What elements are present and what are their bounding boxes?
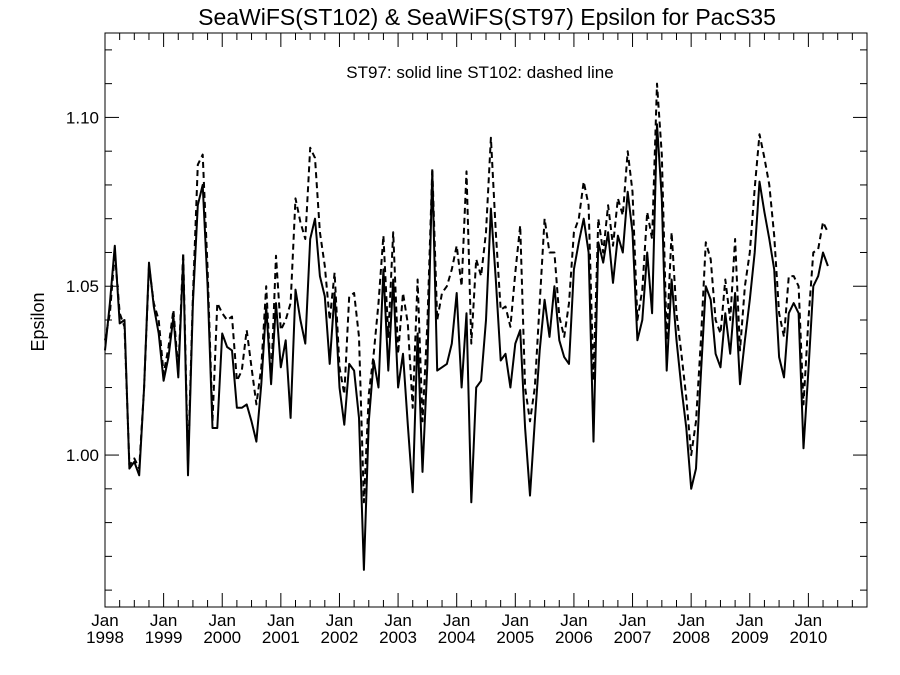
x-tick-year-label: 1999 <box>145 628 183 647</box>
x-tick-month-label: Jan <box>209 611 236 630</box>
x-tick-year-label: 2007 <box>614 628 652 647</box>
x-tick-year-label: 2010 <box>789 628 827 647</box>
x-tick-year-label: 2003 <box>379 628 417 647</box>
x-tick-month-label: Jan <box>267 611 294 630</box>
x-tick-month-label: Jan <box>384 611 411 630</box>
x-tick-month-label: Jan <box>677 611 704 630</box>
axes: 1.001.051.10Jan1998Jan1999Jan2000Jan2001… <box>66 33 868 647</box>
y-tick-label: 1.10 <box>66 108 99 127</box>
series-group <box>104 82 829 571</box>
x-tick-year-label: 2004 <box>438 628 476 647</box>
y-tick-label: 1.00 <box>66 446 99 465</box>
x-tick-month-label: Jan <box>326 611 353 630</box>
x-tick-month-label: Jan <box>619 611 646 630</box>
x-tick-year-label: 2000 <box>203 628 241 647</box>
x-tick-month-label: Jan <box>795 611 822 630</box>
x-tick-month-label: Jan <box>91 611 118 630</box>
series-line-st102 <box>104 82 829 504</box>
x-tick-year-label: 1998 <box>86 628 124 647</box>
x-tick-month-label: Jan <box>502 611 529 630</box>
series-legend-annotation: ST97: solid line ST102: dashed line <box>346 63 613 82</box>
x-tick-year-label: 2009 <box>731 628 769 647</box>
x-tick-year-label: 2001 <box>262 628 300 647</box>
x-tick-month-label: Jan <box>443 611 470 630</box>
y-axis-label: Epsilon <box>28 292 48 351</box>
x-tick-year-label: 2008 <box>672 628 710 647</box>
x-tick-year-label: 2006 <box>555 628 593 647</box>
x-tick-year-label: 2002 <box>321 628 359 647</box>
x-tick-month-label: Jan <box>150 611 177 630</box>
x-tick-year-label: 2005 <box>496 628 534 647</box>
chart-title: SeaWiFS(ST102) & SeaWiFS(ST97) Epsilon f… <box>198 4 776 30</box>
series-line-st97 <box>104 123 829 571</box>
y-tick-label: 1.05 <box>66 277 99 296</box>
x-tick-month-label: Jan <box>560 611 587 630</box>
x-tick-month-label: Jan <box>736 611 763 630</box>
